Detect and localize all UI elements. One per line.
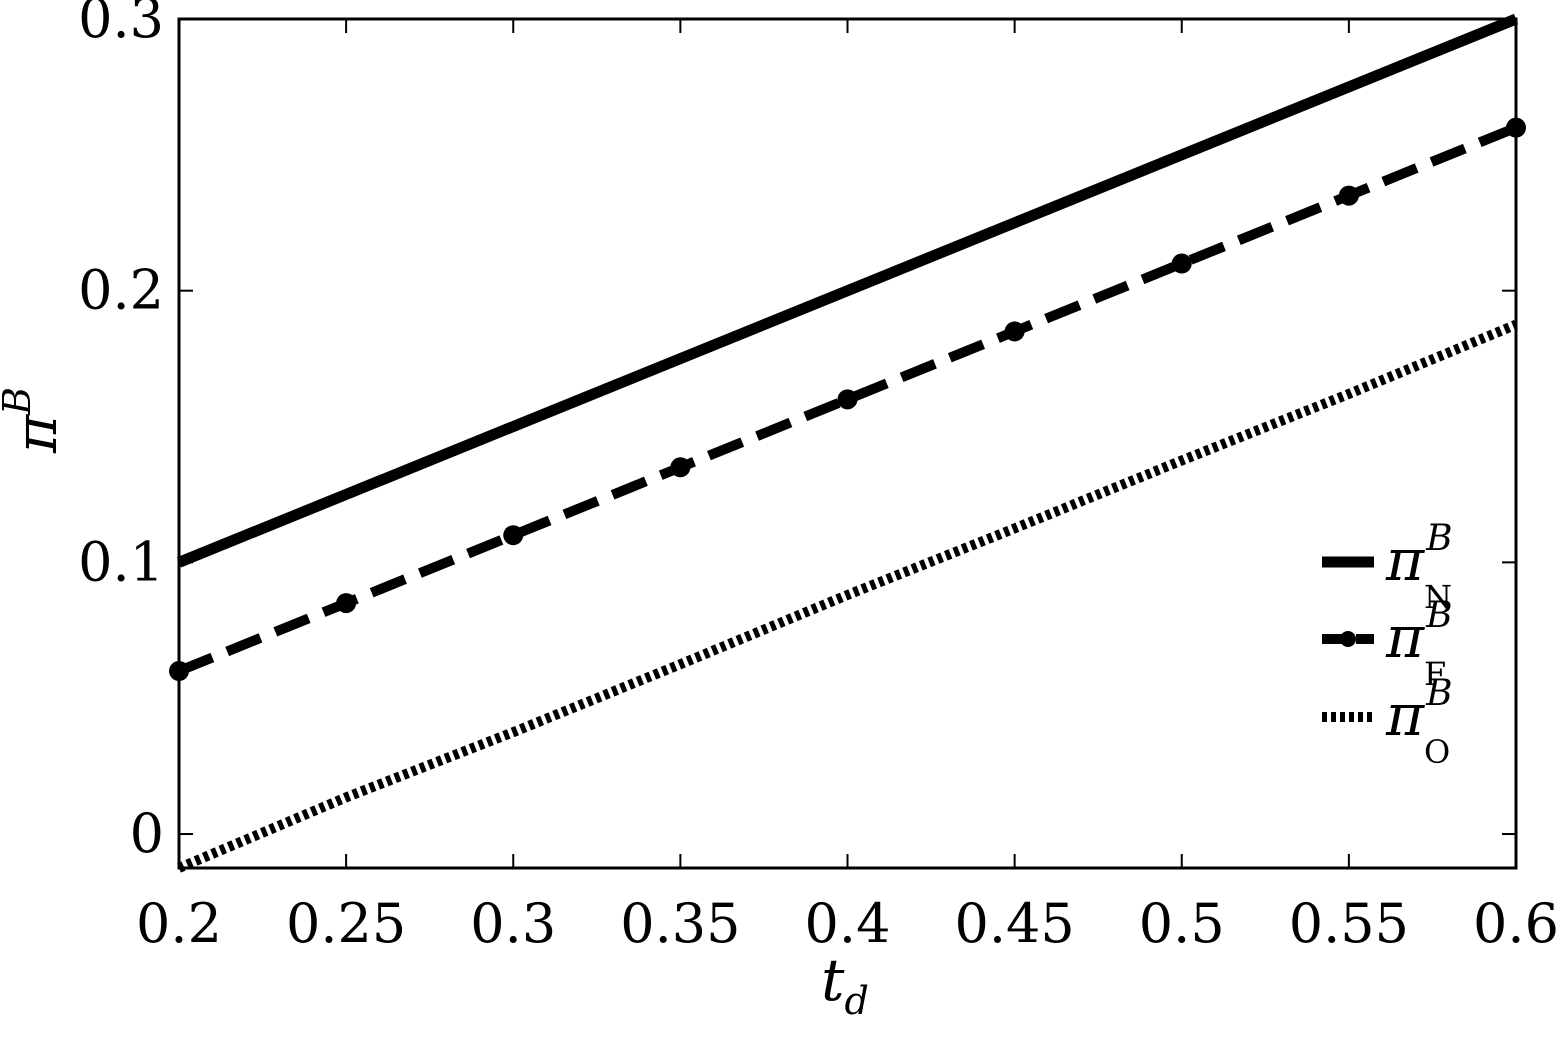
series-point	[1171, 253, 1192, 274]
legend-label-1: πB F	[1385, 595, 1453, 693]
series-line-1	[177, 123, 1518, 676]
x-tick-label: 0.4	[805, 892, 891, 955]
legend-label-2: πB O	[1385, 673, 1453, 771]
series-point	[837, 389, 858, 410]
y-tick-label: 0	[130, 802, 164, 865]
series-line-2	[177, 320, 1518, 873]
legend: πB NπB FπB O	[1322, 518, 1453, 771]
y-tick-label: 0.3	[78, 0, 164, 50]
x-tick-label: 0.35	[620, 892, 740, 955]
x-tick-label: 0.25	[286, 892, 406, 955]
plot-lines	[169, 13, 1526, 873]
legend-marker	[1340, 631, 1356, 647]
x-tick-label: 0.3	[470, 892, 556, 955]
y-axis-label-sup: B	[0, 387, 39, 416]
x-axis-label: td	[821, 946, 869, 1023]
series-point	[670, 457, 691, 478]
ticks	[178, 18, 1517, 868]
x-tick-label: 0.55	[1289, 892, 1409, 955]
plot-frame	[177, 17, 1518, 870]
series-point	[503, 525, 524, 546]
x-tick-label: 0.6	[1473, 892, 1556, 955]
series-point	[1004, 321, 1025, 342]
y-axis-label-main: π	[2, 414, 70, 454]
series-point	[1338, 185, 1359, 206]
legend-label-0: πB N	[1385, 518, 1453, 616]
x-axis-label-main: t	[821, 946, 845, 1014]
x-axis-label-sub: d	[844, 979, 868, 1023]
x-tick-label: 0.5	[1139, 892, 1225, 955]
x-tick-label: 0.45	[955, 892, 1075, 955]
series-line-0	[176, 13, 1519, 568]
axis-labels: td πB	[0, 387, 869, 1023]
y-tick-label: 0.2	[78, 259, 164, 322]
tick-labels: 0.2 0.25 0.3 0.35 0.4 0.45 0.5 0.55 0.6 0 0.1 0.2 0.…	[78, 0, 1556, 955]
x-tick-label: 0.2	[136, 892, 222, 955]
y-tick-label: 0.1	[78, 530, 164, 593]
y-axis-label: πB	[0, 387, 70, 454]
series-point	[336, 593, 357, 614]
